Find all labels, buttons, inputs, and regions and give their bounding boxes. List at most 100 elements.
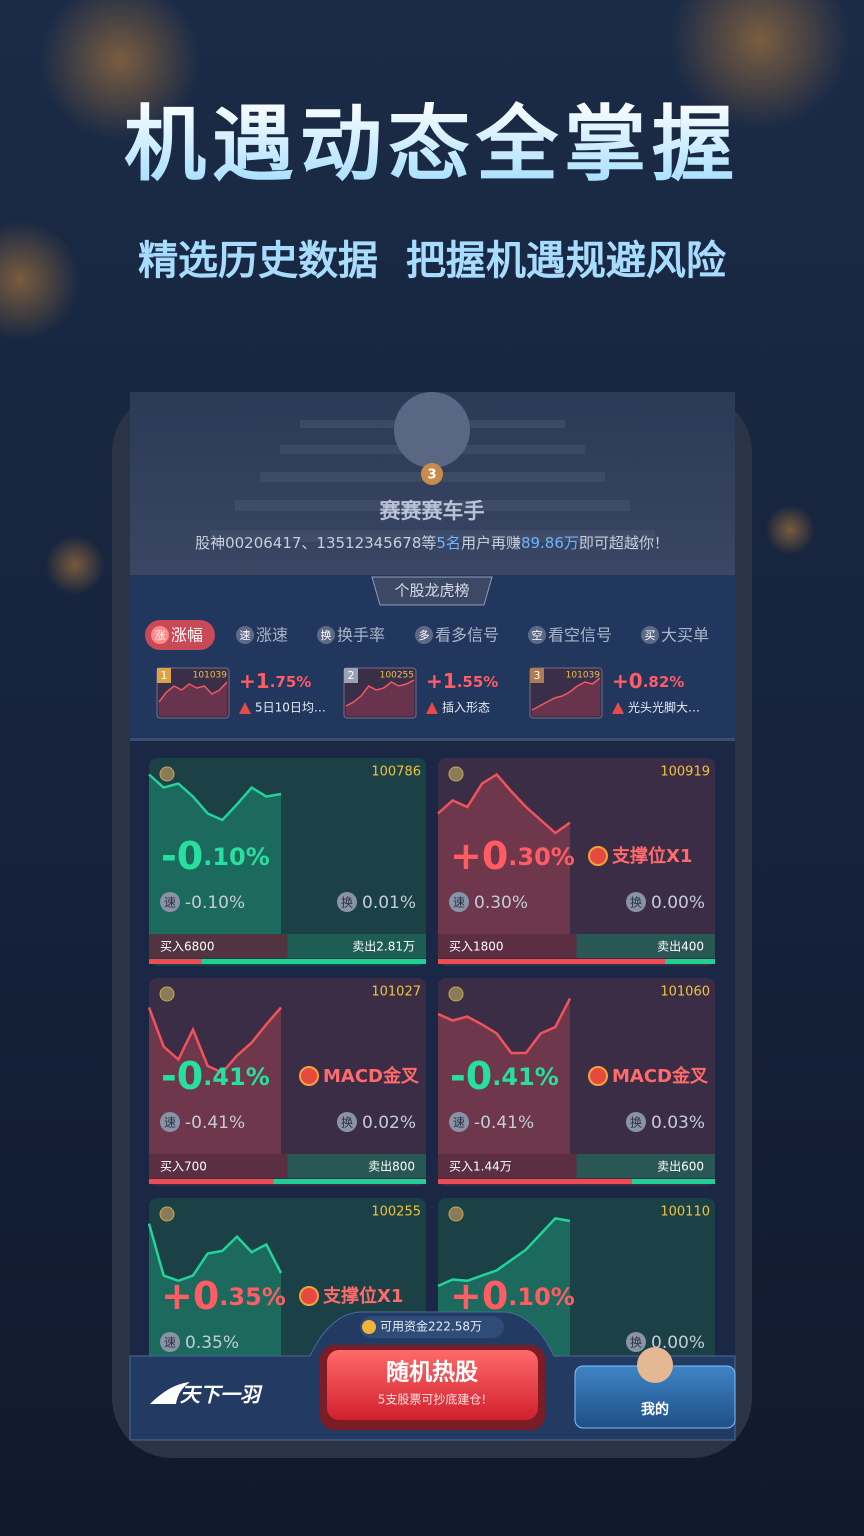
trade-strip xyxy=(576,934,715,958)
trade-strip xyxy=(149,934,288,958)
signal-icon xyxy=(239,702,251,714)
sell: 卖出400 xyxy=(657,940,704,954)
speed-icon-bg xyxy=(449,892,469,912)
title: 机遇动态全掌握 xyxy=(124,97,740,192)
change: +1.75% xyxy=(239,669,311,693)
card[interactable] xyxy=(149,978,426,1186)
turn-icon-bg xyxy=(337,892,357,912)
thumb-area xyxy=(346,680,414,716)
tab-icon: 空 xyxy=(532,628,543,642)
notice-part: 5名 xyxy=(436,534,461,552)
change-main: -0 xyxy=(161,1054,203,1098)
spark-line xyxy=(437,997,572,1055)
tab-icon-bg xyxy=(528,626,546,644)
trade-strip xyxy=(438,934,577,958)
tab-label[interactable]: 涨幅 xyxy=(171,626,203,645)
rank: 3 xyxy=(427,468,436,483)
turn-icon-bg xyxy=(626,1112,646,1132)
notice-part: 用户再赚 xyxy=(461,534,521,552)
card[interactable] xyxy=(438,758,715,966)
rank-bg xyxy=(344,668,358,683)
card-icon xyxy=(448,1206,464,1222)
card-icon xyxy=(448,986,464,1002)
funds: 可用资金222.58万 xyxy=(380,1319,482,1334)
spark-line xyxy=(437,1217,571,1288)
signal-icon xyxy=(299,1066,319,1086)
thumb xyxy=(343,667,417,719)
signal-icon xyxy=(426,702,438,714)
rank: 1 xyxy=(161,669,168,682)
change: -0.41% xyxy=(161,1054,270,1098)
change-main: +1 xyxy=(239,669,270,693)
change-frac: .75% xyxy=(270,673,312,691)
thumb-line xyxy=(345,679,415,707)
trade-strip xyxy=(287,934,426,958)
change-main: +0 xyxy=(450,1274,508,1318)
decor xyxy=(670,0,850,130)
signal-icon xyxy=(588,1066,608,1086)
sell: 卖出800 xyxy=(368,1160,415,1174)
change-frac: .35% xyxy=(219,1283,286,1311)
avatar xyxy=(394,392,470,468)
rank: 2 xyxy=(348,669,355,682)
notice-part: 股神00206417、13512345678等 xyxy=(195,534,436,552)
divider xyxy=(130,738,735,741)
trade-strip xyxy=(287,1154,426,1178)
tab-label[interactable]: 涨速 xyxy=(256,626,288,645)
hot-button[interactable]: 随机热股 xyxy=(386,1359,478,1386)
code: 101027 xyxy=(371,985,421,1000)
tab-icon: 换 xyxy=(321,628,332,642)
speed-icon: 速 xyxy=(164,896,176,910)
tab-icon-bg xyxy=(151,626,169,644)
card-icon xyxy=(159,1206,175,1222)
board-title: 个股龙虎榜 xyxy=(394,582,469,600)
spark-line xyxy=(437,772,571,835)
code: 101039 xyxy=(193,671,228,681)
signal: MACD金叉 xyxy=(323,1065,420,1087)
mine[interactable]: 我的 xyxy=(641,1401,669,1418)
tab-icon: 速 xyxy=(240,629,251,642)
logo: 天下一羽 xyxy=(180,1383,263,1407)
card[interactable] xyxy=(438,978,715,1186)
turn-icon: 换 xyxy=(630,896,642,910)
speed-icon: 速 xyxy=(453,1116,465,1130)
speed: 0.35% xyxy=(185,1333,239,1353)
change-frac: .55% xyxy=(457,673,499,691)
turn-icon: 换 xyxy=(341,896,353,910)
spark-area xyxy=(149,1007,281,1154)
thumb-area xyxy=(532,678,600,716)
signal: 光头光脚大… xyxy=(628,700,700,715)
speed-icon-bg xyxy=(160,1112,180,1132)
code: 100255 xyxy=(380,671,414,681)
spark-area xyxy=(149,1223,281,1374)
tab-label[interactable]: 换手率 xyxy=(337,626,385,645)
signal: 5日10日均… xyxy=(255,701,326,715)
tab-label[interactable]: 大买单 xyxy=(661,626,709,645)
turn-icon: 换 xyxy=(630,1116,642,1130)
thumb xyxy=(156,667,230,719)
speed: -0.41% xyxy=(185,1113,245,1133)
tab-icon-bg xyxy=(317,626,335,644)
buy: 买入1800 xyxy=(449,940,504,954)
tab-label[interactable]: 看多信号 xyxy=(435,626,499,645)
decor xyxy=(0,220,80,340)
notice-part: 即可超越你！ xyxy=(579,534,669,552)
notice: 股神00206417、13512345678等5名用户再赚89.86万即可超越你… xyxy=(195,534,669,552)
tab-label[interactable]: 看空信号 xyxy=(548,626,612,645)
change-frac: .10% xyxy=(203,843,270,871)
hot-sub: 5支股票可抄底建仓! xyxy=(378,1392,486,1407)
code: 101039 xyxy=(566,671,601,681)
board-tab xyxy=(371,576,493,606)
turnover: 0.00% xyxy=(651,1333,705,1353)
change: +0.82% xyxy=(612,669,684,693)
turnover: 0.03% xyxy=(651,1113,705,1133)
sell-bar xyxy=(149,959,426,964)
change-main: +0 xyxy=(161,1274,219,1318)
buy-bar xyxy=(438,959,666,964)
change-main: +0 xyxy=(450,834,508,878)
spark-area xyxy=(149,774,281,934)
buy-bar xyxy=(149,959,202,964)
card[interactable] xyxy=(149,758,426,966)
